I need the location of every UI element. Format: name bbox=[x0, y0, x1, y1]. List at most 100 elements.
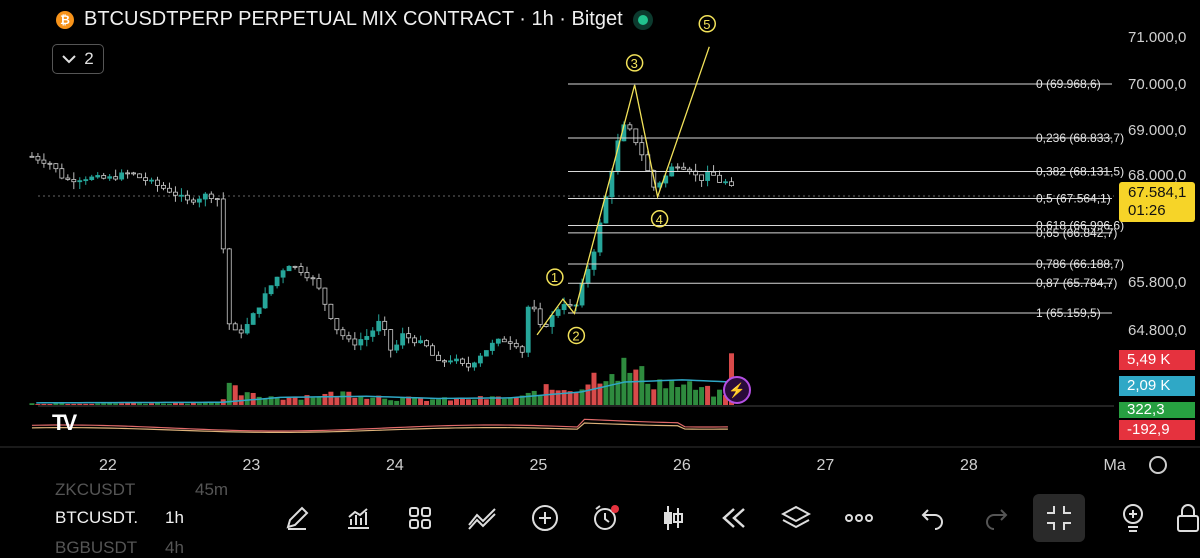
plus-circle-icon[interactable] bbox=[529, 502, 561, 534]
candle-body bbox=[274, 276, 280, 287]
volume-bar bbox=[214, 401, 220, 405]
volume-bar bbox=[447, 400, 453, 405]
volume-bar bbox=[346, 391, 352, 405]
volume-bar bbox=[202, 402, 208, 405]
alarm-icon[interactable] bbox=[590, 502, 622, 534]
candle-body bbox=[310, 277, 316, 280]
x-tick-label: 22 bbox=[99, 457, 117, 474]
more-icon[interactable] bbox=[843, 502, 875, 534]
ticker-row[interactable]: ZKCUSDT 45m bbox=[55, 480, 228, 500]
volume-bar bbox=[370, 397, 376, 405]
volume-bar bbox=[59, 403, 65, 405]
candle-body bbox=[107, 176, 113, 179]
candle-body bbox=[226, 248, 232, 325]
volume-bar bbox=[376, 395, 382, 405]
bulb-icon[interactable] bbox=[1117, 502, 1149, 534]
indicators-collapse-button[interactable]: 2 bbox=[52, 44, 104, 74]
volume-bar bbox=[41, 403, 47, 405]
candle-body bbox=[47, 162, 53, 165]
indicator-count: 2 bbox=[84, 49, 94, 68]
candle-body bbox=[256, 307, 262, 314]
volume-bar bbox=[627, 372, 633, 405]
volume-bar bbox=[436, 399, 442, 405]
fib-level-label: 0,5 (67.564,1) bbox=[1036, 191, 1111, 205]
candle-body bbox=[681, 166, 687, 170]
wave-label: 2 bbox=[572, 328, 579, 343]
candle-body bbox=[232, 323, 238, 331]
volume-bar bbox=[196, 403, 202, 405]
settings-icon[interactable] bbox=[1149, 456, 1167, 474]
candle-body bbox=[430, 345, 435, 356]
volume-bar bbox=[489, 396, 495, 405]
current-price-label: 67.584,1 01:26 bbox=[1119, 182, 1195, 222]
expand-icon[interactable] bbox=[1043, 502, 1075, 534]
bar-chart-icon[interactable] bbox=[342, 502, 374, 534]
volume-bar bbox=[208, 402, 214, 405]
candle-body bbox=[436, 354, 441, 362]
volume-bar bbox=[477, 396, 483, 405]
candle-body bbox=[71, 179, 77, 183]
candle-icon[interactable] bbox=[657, 502, 689, 534]
volume-bar bbox=[639, 366, 645, 405]
candle-body bbox=[143, 177, 148, 181]
volume-bar bbox=[471, 399, 477, 405]
lightning-icon[interactable]: ⚡ bbox=[723, 376, 751, 404]
grid-icon[interactable] bbox=[404, 502, 436, 534]
candle-body bbox=[77, 180, 83, 183]
volume-bar bbox=[442, 397, 448, 405]
pencil-icon[interactable] bbox=[281, 502, 313, 534]
volume-bar bbox=[537, 395, 543, 405]
fib-level-label: 0,382 (68.131,5) bbox=[1036, 164, 1124, 178]
candle-body bbox=[29, 155, 35, 158]
ticker-interval: 45m bbox=[195, 480, 229, 499]
trend-icon[interactable] bbox=[466, 502, 498, 534]
expand-button-bg[interactable] bbox=[1033, 494, 1085, 542]
undo-icon[interactable] bbox=[917, 502, 949, 534]
candle-body bbox=[424, 340, 429, 347]
candle-body bbox=[292, 265, 298, 268]
volume-bar bbox=[226, 382, 232, 405]
candle-body bbox=[687, 168, 693, 172]
fib-level-label: 1 (65.159,5) bbox=[1036, 306, 1101, 320]
wave-label-circle bbox=[698, 15, 717, 33]
layers-icon[interactable] bbox=[780, 502, 812, 534]
volume-bar bbox=[573, 392, 579, 405]
volume-bar bbox=[669, 380, 675, 405]
wave-label: 5 bbox=[703, 17, 710, 32]
candle-body bbox=[280, 270, 286, 278]
volume-bar bbox=[418, 398, 424, 405]
ticker-row[interactable]: BGBUSDT 4h bbox=[55, 538, 184, 558]
ticker-interval: 4h bbox=[165, 538, 184, 557]
fib-level-label: 0 (69.968,6) bbox=[1036, 77, 1101, 91]
volume-bar bbox=[274, 398, 280, 405]
candle-body bbox=[95, 175, 101, 178]
wave-label-circle bbox=[650, 210, 669, 228]
lock-icon[interactable] bbox=[1172, 502, 1200, 534]
candle-body bbox=[537, 308, 543, 325]
volume-bar bbox=[525, 392, 531, 405]
candle-body bbox=[555, 309, 561, 316]
candle-body bbox=[149, 179, 154, 182]
x-tick-label: 23 bbox=[243, 457, 261, 474]
volume-bar bbox=[268, 396, 274, 405]
redo-icon[interactable] bbox=[980, 502, 1012, 534]
chart-title: BTCUSDTPERP PERPETUAL MIX CONTRACT · 1h … bbox=[84, 8, 623, 30]
volume-bar bbox=[723, 395, 729, 405]
rewind-icon[interactable] bbox=[718, 502, 750, 534]
volume-bar bbox=[657, 379, 663, 405]
candle-body bbox=[591, 251, 597, 270]
candle-body bbox=[173, 191, 178, 196]
x-tick-label: 28 bbox=[960, 457, 978, 474]
ticker-row-active[interactable]: BTCUSDT. 1h bbox=[55, 508, 184, 528]
candle-body bbox=[41, 159, 47, 164]
candle-body bbox=[190, 199, 196, 203]
volume-bar bbox=[316, 397, 322, 405]
candle-body bbox=[214, 198, 220, 200]
candle-body bbox=[65, 177, 71, 180]
volume-bar bbox=[699, 387, 705, 405]
candle-body bbox=[495, 338, 501, 344]
chart-header: ₿ BTCUSDTPERP PERPETUAL MIX CONTRACT · 1… bbox=[56, 8, 653, 31]
candle-body bbox=[208, 193, 214, 199]
y-tick-label: 65.800,0 bbox=[1128, 274, 1186, 291]
